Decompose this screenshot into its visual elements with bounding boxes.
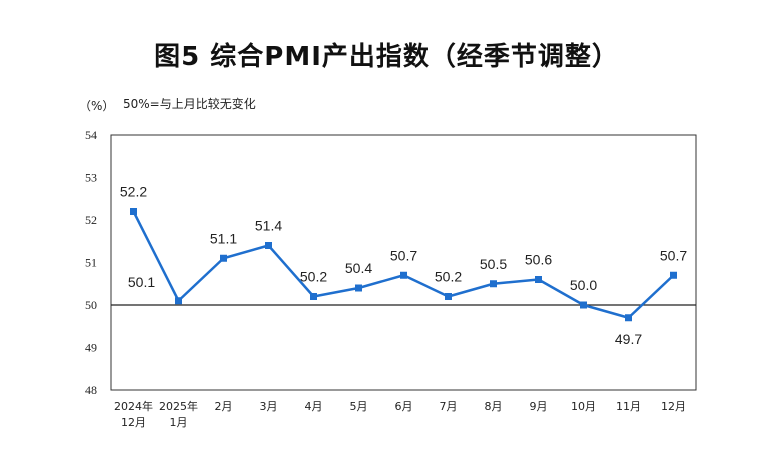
x-tick-label: 11月: [616, 400, 641, 413]
data-label: 50.7: [660, 247, 687, 263]
data-label: 51.4: [255, 218, 282, 234]
x-tick-label: 8月: [485, 400, 503, 413]
y-tick-label: 53: [85, 171, 97, 185]
x-tick-label: 12月: [121, 416, 146, 429]
x-tick-label: 2月: [215, 400, 233, 413]
y-axis-unit: （%）: [79, 99, 114, 113]
y-tick-label: 51: [85, 256, 97, 270]
data-label: 49.7: [615, 331, 642, 347]
chart-title: 图5 综合PMI产出指数（经季节调整）: [154, 42, 619, 72]
x-tick-label: 7月: [440, 400, 458, 413]
data-label: 50.5: [480, 256, 507, 272]
x-tick-label: 4月: [305, 400, 323, 413]
data-point-marker: [310, 293, 317, 300]
data-label: 50.2: [435, 269, 462, 285]
x-tick-label: 10月: [571, 400, 596, 413]
data-point-marker: [580, 301, 587, 309]
data-point-marker: [535, 276, 542, 283]
x-tick-label: 2024年: [114, 399, 153, 413]
data-point-marker: [670, 271, 677, 279]
data-label: 50.0: [570, 277, 597, 293]
x-tick-label: 3月: [260, 400, 278, 413]
y-tick-label: 48: [85, 383, 97, 397]
data-point-marker: [355, 284, 362, 292]
x-tick-label: 9月: [530, 400, 548, 413]
x-tick-label: 6月: [395, 400, 413, 413]
plot-area-frame: [110, 134, 697, 391]
data-point-marker: [490, 280, 497, 288]
y-tick-label: 52: [85, 213, 97, 227]
baseline-note: 50%=与上月比较无变化: [123, 96, 256, 111]
data-point-marker: [265, 242, 272, 249]
y-tick-label: 54: [85, 128, 97, 142]
data-label: 50.1: [128, 274, 155, 290]
x-tick-label: 2025年: [159, 399, 198, 413]
series-line: [132, 210, 675, 319]
data-label: 51.1: [210, 230, 237, 246]
data-label: 50.6: [525, 252, 552, 268]
x-tick-label: 1月: [170, 416, 188, 429]
data-label: 50.7: [390, 247, 417, 263]
data-label: 50.2: [300, 269, 327, 285]
x-tick-label: 5月: [350, 400, 368, 413]
data-point-marker: [130, 208, 137, 215]
data-point-marker: [220, 254, 227, 262]
data-label: 52.2: [120, 184, 147, 200]
y-tick-label: 50: [85, 298, 97, 312]
data-point-marker: [625, 314, 632, 322]
data-point-marker: [400, 271, 407, 279]
data-label: 50.4: [345, 260, 372, 276]
data-point-marker: [445, 293, 452, 300]
y-tick-label: 49: [85, 341, 97, 355]
x-tick-label: 12月: [661, 400, 686, 413]
data-point-marker: [175, 297, 182, 305]
